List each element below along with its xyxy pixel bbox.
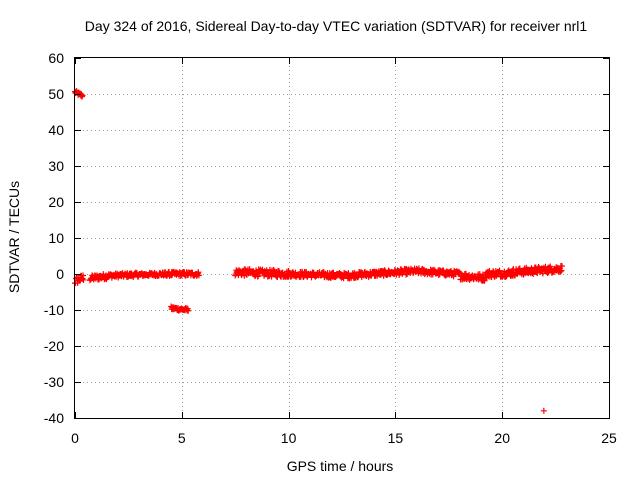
x-tick-label: 10: [281, 430, 297, 446]
data-point: [255, 272, 262, 279]
data-point: [540, 407, 547, 414]
y-tick-label: -10: [44, 302, 64, 318]
data-point: [559, 263, 566, 270]
y-tick-label: 30: [48, 158, 64, 174]
y-tick-label: 20: [48, 194, 64, 210]
y-tick-label: 50: [48, 86, 64, 102]
chart-title: Day 324 of 2016, Sidereal Day-to-day VTE…: [85, 18, 588, 34]
axis-ticks: [75, 58, 610, 419]
y-tick-label: -30: [44, 374, 64, 390]
data-point: [557, 268, 564, 275]
y-axis-label: SDTVAR / TECUs: [6, 181, 22, 293]
y-tick-label: -20: [44, 338, 64, 354]
plot-frame: [74, 57, 610, 419]
data-point: [268, 273, 275, 280]
data-point: [403, 271, 410, 278]
x-tick-label: 25: [601, 430, 617, 446]
grid-lines: [75, 58, 609, 418]
y-tick-label: 10: [48, 230, 64, 246]
x-tick-label: 15: [388, 430, 404, 446]
x-axis-label: GPS time / hours: [287, 458, 394, 474]
tick-labels: 0 5 10 15 20 25 -40 -30 -20 -10 0 10 20 30 40 50 60: [44, 50, 617, 446]
x-tick-label: 5: [178, 430, 186, 446]
y-tick-label: -40: [44, 410, 64, 426]
data-points: [72, 88, 566, 414]
y-tick-label: 60: [48, 50, 64, 66]
x-tick-label: 0: [71, 430, 79, 446]
data-point: [457, 270, 464, 277]
data-point: [79, 92, 86, 99]
y-tick-label: 40: [48, 122, 64, 138]
x-tick-label: 20: [494, 430, 510, 446]
data-point: [80, 276, 87, 283]
y-tick-label: 0: [56, 266, 64, 282]
data-point: [185, 307, 192, 314]
data-point: [195, 272, 202, 279]
